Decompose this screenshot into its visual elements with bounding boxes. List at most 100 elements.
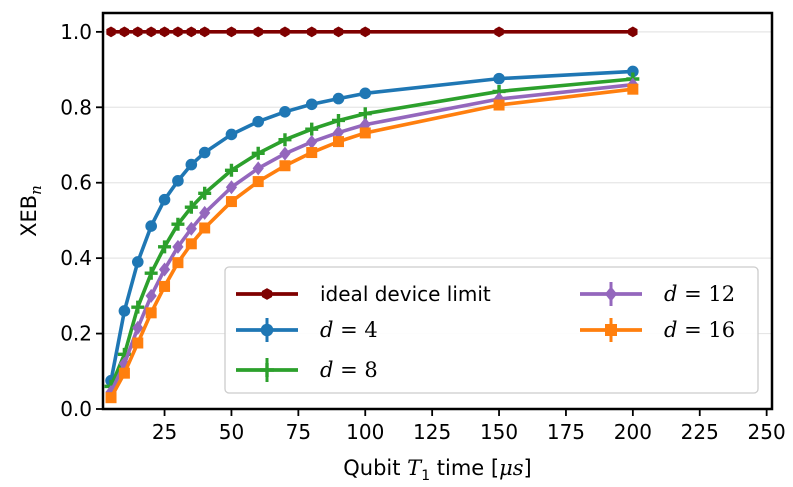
- legend-marker: [260, 363, 274, 377]
- legend-label-variable: d: [320, 358, 333, 382]
- data-point: [132, 320, 144, 335]
- data-point: [146, 26, 156, 38]
- data-point: [158, 193, 171, 206]
- y-tick-label: 0.2: [60, 322, 92, 346]
- data-point: [132, 337, 144, 349]
- data-point: [119, 26, 130, 38]
- data-point: [199, 222, 211, 234]
- data-point: [144, 266, 158, 280]
- data-point: [306, 134, 318, 149]
- x-tick-label: 250: [748, 420, 786, 444]
- legend-label-equals: =: [333, 358, 364, 382]
- data-point: [158, 240, 172, 254]
- data-point: [332, 92, 345, 105]
- series-line: [109, 69, 633, 382]
- x-tick-label: 50: [219, 420, 244, 444]
- data-point: [305, 98, 318, 111]
- x-axis-label-middle: time [: [430, 456, 499, 480]
- data-point: [359, 117, 371, 132]
- data-point: [225, 128, 238, 141]
- data-point: [200, 26, 210, 38]
- data-point: [494, 26, 504, 38]
- x-tick-label: 100: [346, 420, 384, 444]
- x-tick-label: 225: [681, 420, 719, 444]
- legend-label-variable: d: [664, 318, 677, 342]
- legend-label-equals: =: [677, 282, 708, 306]
- data-point: [279, 146, 291, 161]
- series-line: [109, 87, 634, 399]
- data-point: [333, 26, 344, 38]
- legend-marker: [260, 323, 274, 337]
- axis-ticks: 0.0 0.2 0.4 0.6 0.8 1.0 25 50 75 100 125 150 175 200 2…: [60, 20, 786, 444]
- x-tick-label: 175: [547, 420, 585, 444]
- data-point: [225, 196, 237, 208]
- data-point: [106, 26, 116, 38]
- x-axis-label-unit: μs: [499, 456, 524, 480]
- data-point: [105, 385, 117, 400]
- y-tick-label: 0.8: [60, 95, 92, 119]
- data-point: [252, 161, 264, 176]
- series-layer: [104, 26, 640, 404]
- legend-label-equals: =: [333, 318, 364, 342]
- data-point: [199, 205, 211, 220]
- data-point: [279, 160, 291, 172]
- data-point: [253, 26, 263, 38]
- legend-marker: [604, 286, 618, 302]
- data-point: [145, 220, 157, 232]
- legend-label-variable: d: [664, 282, 677, 306]
- legend-label-variable: d: [320, 318, 333, 342]
- y-axis-label-subscript: n: [27, 185, 45, 195]
- series-d-8: [104, 72, 640, 393]
- data-point: [279, 106, 291, 118]
- series-d-16: [105, 83, 639, 404]
- x-tick-label: 200: [614, 420, 652, 444]
- x-axis-label-variable: T: [407, 456, 423, 480]
- legend-label: d = 12: [664, 282, 735, 306]
- data-point: [159, 26, 170, 38]
- data-point: [198, 146, 211, 159]
- data-point: [172, 257, 184, 269]
- legend-marker: [605, 324, 617, 336]
- data-point: [360, 26, 370, 38]
- x-axis-label: Qubit T1 time [μs]: [343, 456, 532, 484]
- data-point: [225, 180, 238, 195]
- data-point: [184, 200, 198, 214]
- data-point: [280, 26, 290, 38]
- data-point: [359, 127, 371, 139]
- data-point: [252, 176, 264, 188]
- data-point: [131, 256, 144, 268]
- data-point: [158, 262, 171, 277]
- series-d-12: [105, 77, 639, 400]
- data-point: [332, 125, 345, 140]
- data-point: [186, 26, 196, 38]
- x-tick-label: 25: [152, 420, 177, 444]
- legend-entry: d = 16: [580, 318, 735, 342]
- data-point: [131, 300, 145, 314]
- data-point: [145, 307, 157, 319]
- data-point: [185, 158, 198, 171]
- series-line: [109, 77, 634, 388]
- data-point: [224, 163, 238, 177]
- data-point: [105, 392, 117, 404]
- data-point: [172, 175, 184, 187]
- x-tick-label: 75: [286, 420, 311, 444]
- legend-entry: ideal device limit: [236, 282, 491, 306]
- legend-label: ideal device limit: [320, 282, 491, 306]
- x-axis-label-suffix: ]: [524, 456, 532, 480]
- data-point: [185, 238, 197, 250]
- data-point: [145, 288, 157, 303]
- data-point: [198, 186, 212, 200]
- data-point: [185, 221, 197, 236]
- legend-label-equals: =: [677, 318, 708, 342]
- y-tick-label: 1.0: [60, 20, 92, 44]
- data-point: [133, 26, 143, 38]
- legend-entry: d = 8: [236, 358, 378, 382]
- data-point: [627, 65, 639, 78]
- x-axis-label-prefix: Qubit: [343, 456, 407, 480]
- data-point: [493, 91, 505, 106]
- data-point: [493, 72, 505, 85]
- legend-label: d = 8: [320, 358, 378, 382]
- data-point: [251, 146, 265, 160]
